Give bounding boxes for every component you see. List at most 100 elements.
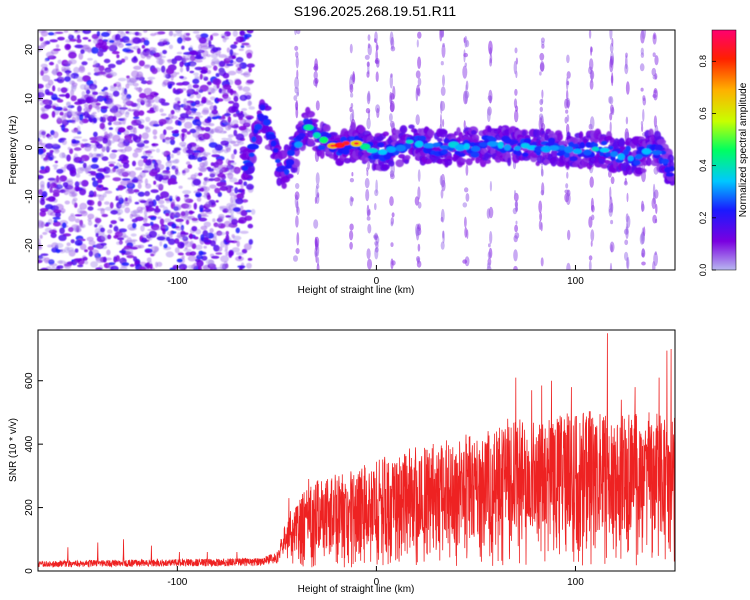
noise-blob bbox=[140, 206, 146, 210]
streak-blob bbox=[367, 209, 371, 217]
noise-blob bbox=[110, 265, 119, 270]
streak-blob bbox=[295, 183, 300, 189]
streak-blob bbox=[296, 30, 301, 35]
ridge-band bbox=[272, 147, 279, 153]
noise-blob bbox=[95, 256, 102, 261]
noise-blob bbox=[184, 241, 193, 248]
noise-blob bbox=[68, 215, 76, 222]
noise-blob bbox=[94, 224, 98, 228]
noise-blob bbox=[84, 249, 88, 253]
noise-blob bbox=[93, 80, 97, 85]
noise-blob bbox=[101, 156, 109, 161]
streak-blob bbox=[416, 228, 420, 236]
noise-blob bbox=[236, 139, 242, 144]
streak-blob bbox=[651, 197, 657, 210]
streak-blob bbox=[626, 256, 630, 270]
noise-blob bbox=[73, 226, 82, 233]
ridge-core bbox=[627, 155, 634, 162]
noise-blob bbox=[44, 227, 53, 233]
noise-blob bbox=[45, 204, 53, 210]
noise-blob bbox=[218, 68, 225, 76]
noise-blob bbox=[84, 145, 92, 152]
noise-blob bbox=[211, 109, 218, 115]
noise-blob bbox=[191, 226, 198, 232]
streak-blob bbox=[293, 255, 298, 262]
noise-blob bbox=[191, 243, 197, 250]
noise-blob bbox=[85, 167, 89, 175]
streak-blob bbox=[565, 109, 569, 114]
noise-blob bbox=[218, 88, 223, 94]
streak-blob bbox=[367, 161, 370, 170]
ridge-core bbox=[599, 147, 610, 153]
noise-blob bbox=[150, 189, 159, 194]
noise-blob bbox=[165, 67, 174, 74]
streak-blob bbox=[514, 232, 520, 239]
noise-blob bbox=[133, 116, 140, 120]
streak-blob bbox=[295, 51, 299, 58]
noise-blob bbox=[143, 218, 148, 224]
noise-blob bbox=[53, 209, 62, 214]
noise-blob bbox=[44, 165, 50, 173]
streak-blob bbox=[463, 37, 466, 43]
streak-blob bbox=[367, 90, 371, 102]
colorbar-tick-label: 0.4 bbox=[698, 159, 708, 172]
streak-blob bbox=[296, 201, 299, 213]
noise-blob bbox=[43, 157, 48, 161]
noise-blob bbox=[143, 209, 148, 217]
x-tick-label: 0 bbox=[374, 577, 380, 588]
noise-blob bbox=[194, 172, 199, 177]
noise-blob bbox=[238, 48, 244, 51]
noise-blob bbox=[132, 160, 136, 167]
noise-blob bbox=[201, 96, 207, 103]
noise-blob bbox=[40, 156, 44, 159]
noise-blob bbox=[199, 103, 204, 106]
streak-blob bbox=[609, 112, 613, 121]
streak-blob bbox=[489, 53, 493, 64]
noise-blob bbox=[136, 102, 141, 109]
noise-blob bbox=[143, 145, 149, 149]
noise-blob bbox=[129, 213, 133, 219]
noise-blob bbox=[185, 203, 192, 210]
streak-blob bbox=[487, 251, 492, 259]
noise-blob bbox=[172, 204, 182, 211]
noise-blob bbox=[72, 260, 78, 264]
noise-blob bbox=[241, 108, 248, 111]
noise-blob bbox=[78, 52, 84, 60]
noise-blob bbox=[198, 37, 207, 44]
streak-blob bbox=[625, 226, 629, 240]
noise-blob bbox=[235, 63, 243, 68]
streak-blob bbox=[295, 106, 299, 119]
noise-blob bbox=[166, 166, 170, 171]
streak-blob bbox=[488, 40, 493, 55]
noise-blob bbox=[49, 156, 53, 160]
noise-blob bbox=[200, 225, 208, 231]
ridge-band bbox=[440, 149, 448, 155]
noise-blob bbox=[125, 188, 134, 195]
noise-blob bbox=[208, 178, 215, 182]
noise-blob bbox=[216, 98, 224, 102]
ridge-peak bbox=[330, 144, 336, 147]
streak-blob bbox=[416, 256, 421, 262]
streak-blob bbox=[440, 113, 442, 127]
noise-blob bbox=[146, 207, 155, 212]
noise-blob bbox=[55, 249, 61, 254]
noise-blob bbox=[203, 221, 211, 228]
noise-blob bbox=[222, 264, 229, 269]
streak-blob bbox=[652, 183, 656, 198]
noise-blob bbox=[177, 100, 181, 104]
streak-blob bbox=[611, 37, 614, 47]
noise-blob bbox=[76, 38, 82, 44]
noise-blob bbox=[199, 207, 204, 213]
noise-blob bbox=[187, 164, 193, 169]
noise-blob bbox=[206, 69, 212, 75]
noise-blob bbox=[151, 143, 159, 147]
noise-blob bbox=[64, 43, 71, 51]
noise-blob bbox=[132, 108, 140, 112]
noise-blob bbox=[197, 115, 203, 118]
noise-blob bbox=[234, 79, 242, 86]
streak-blob bbox=[350, 74, 353, 81]
ridge-halo bbox=[408, 124, 415, 129]
noise-blob bbox=[159, 38, 168, 43]
noise-blob bbox=[93, 191, 97, 197]
